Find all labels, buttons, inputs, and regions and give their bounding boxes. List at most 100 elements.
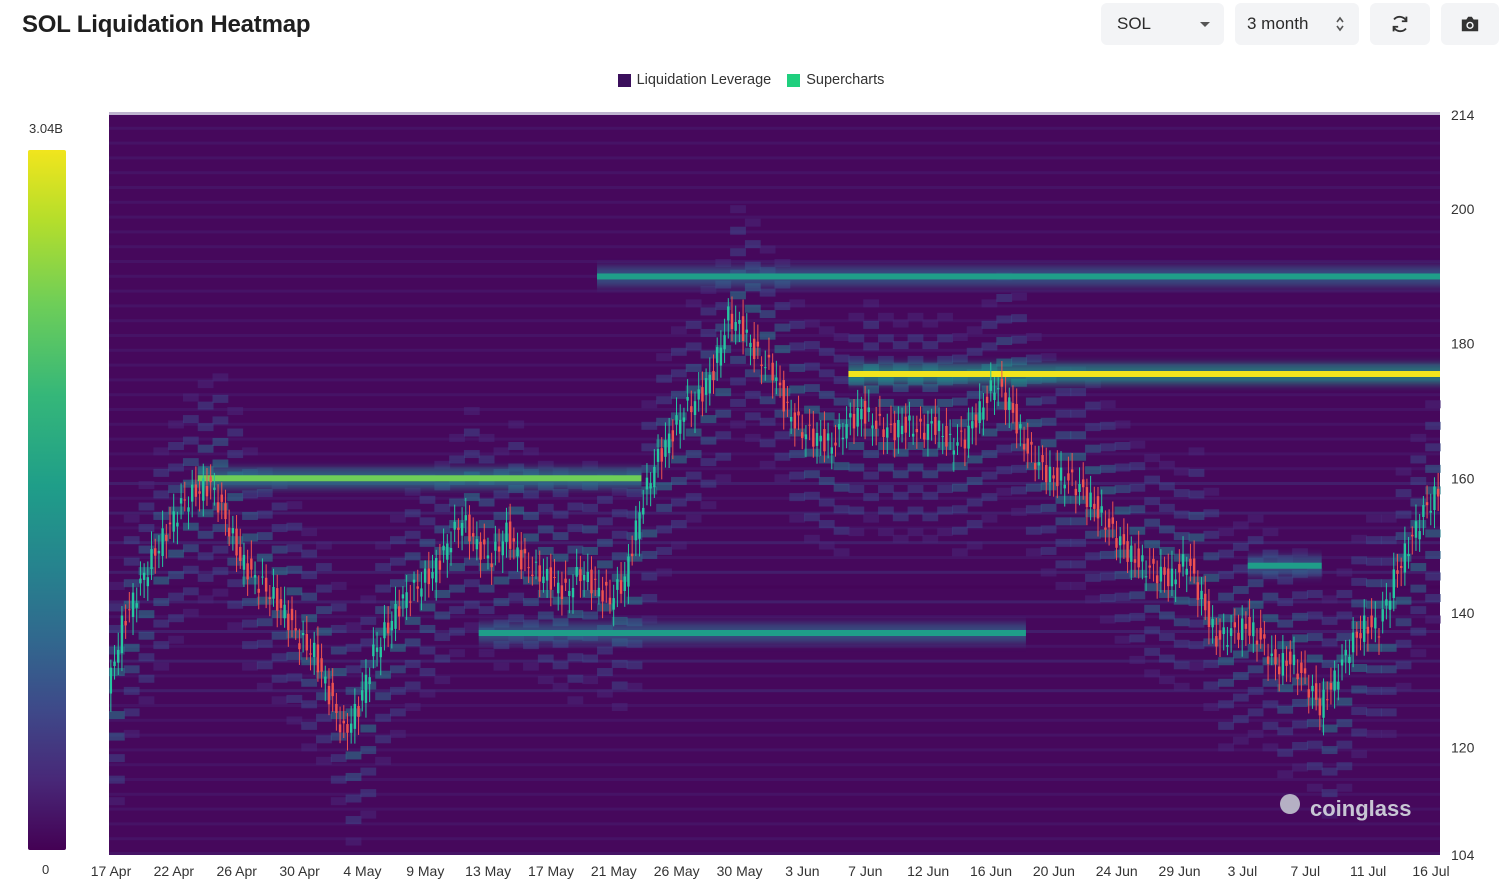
heat-cell (922, 405, 939, 414)
heat-cell (582, 654, 599, 663)
candle-body (945, 425, 948, 447)
candle-body (1004, 392, 1007, 410)
heat-cell (271, 653, 288, 662)
candle-body (390, 620, 394, 631)
heat-cell (182, 458, 199, 467)
heat-cell (582, 546, 599, 555)
heat-cell (789, 428, 806, 437)
heat-cell (1277, 576, 1294, 585)
heat-cell (1247, 579, 1264, 588)
heat-cell (1410, 520, 1427, 529)
heat-cell (419, 624, 436, 633)
heat-cell (1099, 594, 1116, 603)
heat-cell (286, 522, 303, 531)
heat-cell (1025, 548, 1042, 557)
heat-cell (833, 397, 850, 406)
heat-cell (922, 534, 939, 543)
candle-body (1063, 484, 1066, 489)
symbol-select[interactable]: SOL (1101, 3, 1224, 45)
heat-cell (1173, 489, 1190, 498)
heat-cell (330, 603, 347, 612)
candle-body (312, 642, 316, 658)
heat-cell (641, 400, 658, 409)
heat-cell (1395, 596, 1412, 605)
heat-cell (212, 588, 229, 597)
heat-cell (981, 299, 998, 308)
heat-cell (138, 567, 155, 576)
legend-item-liquidation-leverage[interactable]: Liquidation Leverage (617, 72, 771, 88)
heat-cell (360, 681, 377, 690)
heat-cell (818, 541, 835, 550)
heat-cell (1055, 431, 1072, 440)
refresh-button[interactable] (1370, 3, 1430, 45)
candle-body (952, 450, 956, 455)
candle-body (941, 436, 944, 438)
heat-cell (1395, 661, 1412, 670)
candle-body (183, 499, 186, 501)
heat-cell (1247, 665, 1264, 674)
candle-body (908, 415, 911, 421)
heat-cell (493, 662, 510, 671)
liquidation-band (597, 273, 1440, 280)
heat-cell (1232, 607, 1249, 616)
heat-cell (656, 546, 672, 555)
heat-cell (1188, 468, 1205, 477)
heat-cell (1247, 536, 1264, 545)
candle-body (486, 555, 490, 559)
heat-cell (774, 431, 791, 440)
heat-cell (656, 503, 672, 512)
candle-body (978, 401, 981, 424)
heat-cell (168, 463, 184, 472)
candle-body (649, 483, 652, 489)
heat-cell (1159, 633, 1175, 642)
heat-cell (567, 567, 584, 576)
candle-body (1170, 568, 1174, 587)
candle-body (124, 620, 127, 626)
range-select[interactable]: 3 month (1235, 3, 1359, 45)
heat-cell (1085, 595, 1101, 604)
heat-cell (316, 627, 332, 636)
heat-cell (478, 584, 495, 593)
heat-cell (1218, 614, 1234, 623)
candle-body (412, 579, 416, 583)
candle-body (911, 433, 915, 437)
heat-cell (567, 653, 584, 662)
candle-body (475, 539, 479, 550)
heat-cell (966, 347, 983, 356)
candle-body (1252, 622, 1255, 637)
candle-body (593, 578, 597, 580)
heat-cell (1025, 354, 1042, 363)
candle-body (1277, 666, 1281, 675)
heat-cell (138, 545, 155, 554)
heat-cell (182, 544, 199, 553)
heat-cell (1395, 489, 1412, 498)
candle-body (634, 520, 638, 541)
heat-cell (1425, 529, 1441, 538)
screenshot-button[interactable] (1441, 3, 1499, 45)
y-tick-label: 160 (1451, 470, 1475, 486)
x-tick-label: 21 May (591, 863, 637, 879)
y-axis: 214 200 180 160 140 120 104 (1451, 107, 1475, 863)
heat-cell (789, 514, 806, 523)
heat-cell (345, 816, 362, 825)
heat-cell (1055, 517, 1072, 526)
heat-cell (227, 536, 244, 545)
legend-item-supercharts[interactable]: Supercharts (787, 72, 884, 88)
heat-cell (389, 536, 406, 545)
candle-body (557, 582, 560, 594)
heat-cell (153, 619, 170, 628)
heat-cell (537, 546, 554, 555)
heat-cell (922, 384, 939, 393)
heat-cell (1070, 560, 1087, 569)
heat-cell (715, 302, 732, 311)
candle-body (1255, 640, 1259, 645)
candle-body (934, 416, 937, 435)
heat-cell (1055, 495, 1072, 504)
heat-cell (892, 341, 909, 350)
heat-cell (493, 533, 510, 542)
heat-cell (552, 661, 569, 670)
heat-cell (345, 643, 362, 652)
heat-cell (1070, 495, 1087, 504)
heat-cell (1159, 611, 1175, 620)
heat-stripe (109, 496, 1440, 500)
